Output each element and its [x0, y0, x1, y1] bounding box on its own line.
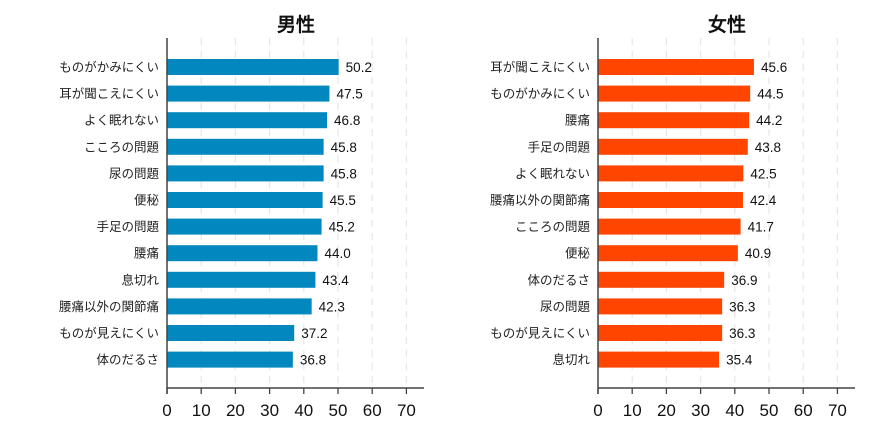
bar-male	[167, 218, 322, 235]
value-label-female: 42.4	[750, 193, 777, 208]
value-label-male: 45.5	[330, 193, 356, 208]
x-tick-label-female: 0	[593, 401, 602, 420]
value-label-female: 43.8	[755, 140, 781, 155]
category-label-female: 体のだるさ	[527, 272, 590, 287]
category-label-female: 手足の問題	[527, 139, 590, 154]
category-label-female: ものが見えにくい	[490, 326, 590, 341]
value-label-male: 45.2	[329, 220, 355, 235]
category-label-female: 腰痛以外の関節痛	[490, 193, 590, 208]
value-label-male: 45.8	[331, 140, 357, 155]
bar-female	[598, 138, 748, 155]
category-label-male: 耳が聞こえにくい	[59, 86, 159, 101]
x-tick-label-female: 60	[794, 401, 813, 420]
bar-male	[167, 112, 328, 129]
category-label-male: ものがかみにくい	[59, 60, 159, 75]
category-label-female: 腰痛	[565, 113, 590, 128]
x-tick-label-male: 30	[260, 401, 279, 420]
value-label-female: 45.6	[761, 60, 787, 75]
value-label-male: 36.8	[300, 353, 326, 368]
value-label-female: 44.5	[757, 87, 783, 102]
value-label-male: 47.5	[336, 87, 362, 102]
bar-female	[598, 112, 750, 129]
value-label-male: 46.8	[334, 113, 360, 128]
value-label-male: 45.8	[331, 166, 357, 181]
bar-male	[167, 245, 318, 262]
bar-female	[598, 325, 723, 341]
x-tick-label-female: 30	[691, 401, 710, 420]
value-label-female: 36.3	[729, 326, 755, 341]
category-label-male: 息切れ	[121, 272, 159, 287]
x-tick-label-male: 40	[294, 401, 313, 420]
x-tick-label-female: 50	[760, 401, 779, 420]
bar-male	[167, 351, 293, 368]
value-label-female: 35.4	[726, 353, 753, 368]
bar-female	[598, 165, 744, 182]
value-label-female: 36.9	[731, 273, 757, 288]
value-label-male: 50.2	[346, 60, 372, 75]
category-label-male: ものが見えにくい	[59, 326, 159, 341]
bar-male	[167, 138, 324, 155]
category-label-female: ものがかみにくい	[490, 86, 590, 101]
x-tick-label-female: 10	[623, 401, 642, 420]
category-label-male: 体のだるさ	[96, 352, 159, 367]
category-label-female: 耳が聞こえにくい	[490, 60, 590, 75]
value-label-female: 42.5	[750, 166, 776, 181]
bar-male	[167, 298, 312, 315]
category-label-male: 尿の問題	[109, 166, 160, 181]
category-label-male: 便秘	[134, 193, 160, 208]
category-label-male: よく眠れない	[84, 113, 159, 128]
value-label-male: 42.3	[319, 299, 345, 314]
value-label-female: 44.2	[756, 113, 782, 128]
bar-male	[167, 192, 323, 208]
bar-male	[167, 85, 330, 102]
bar-female	[598, 59, 754, 75]
value-label-female: 36.3	[729, 299, 755, 314]
category-label-male: 腰痛	[134, 246, 159, 261]
bar-female	[598, 218, 741, 235]
bar-male	[167, 271, 316, 288]
category-label-female: 息切れ	[552, 352, 590, 367]
x-tick-label-female: 40	[725, 401, 744, 420]
bar-male	[167, 165, 324, 182]
x-tick-label-male: 20	[226, 401, 245, 420]
bar-female	[598, 271, 725, 288]
value-label-male: 43.4	[322, 273, 349, 288]
x-tick-label-male: 0	[162, 401, 171, 420]
x-tick-label-male: 70	[397, 401, 416, 420]
value-label-female: 41.7	[748, 220, 774, 235]
category-label-female: 尿の問題	[540, 299, 591, 314]
x-tick-label-male: 10	[192, 401, 211, 420]
bar-female	[598, 85, 751, 102]
category-label-male: 手足の問題	[96, 219, 159, 234]
x-tick-label-male: 50	[329, 401, 348, 420]
chart-title-female: 女性	[708, 13, 746, 36]
value-label-female: 40.9	[745, 246, 771, 261]
bar-male	[167, 325, 295, 341]
bar-female	[598, 298, 723, 315]
value-label-male: 37.2	[301, 326, 327, 341]
bar-male	[167, 59, 339, 75]
x-tick-label-male: 60	[363, 401, 382, 420]
x-tick-label-female: 20	[657, 401, 676, 420]
category-label-female: 便秘	[565, 246, 591, 261]
bar-female	[598, 351, 720, 368]
bar-female	[598, 245, 738, 262]
value-label-male: 44.0	[324, 246, 350, 261]
category-label-female: こころの問題	[515, 219, 591, 234]
chart-panel-male: 男性 ものがかみにくい 50.2 耳が聞こえにくい 47.5 よく眠れない 46.8 こころ…	[59, 13, 424, 420]
category-label-female: よく眠れない	[515, 166, 590, 181]
category-label-male: こころの問題	[84, 139, 160, 154]
x-tick-label-female: 70	[828, 401, 847, 420]
bar-female	[598, 192, 744, 208]
category-label-male: 腰痛以外の関節痛	[59, 299, 159, 314]
chart-title-male: 男性	[277, 13, 315, 36]
chart-panel-female: 女性 耳が聞こえにくい 45.6 ものがかみにくい 44.5 腰痛 44.2 手足の問題 43…	[490, 13, 855, 420]
